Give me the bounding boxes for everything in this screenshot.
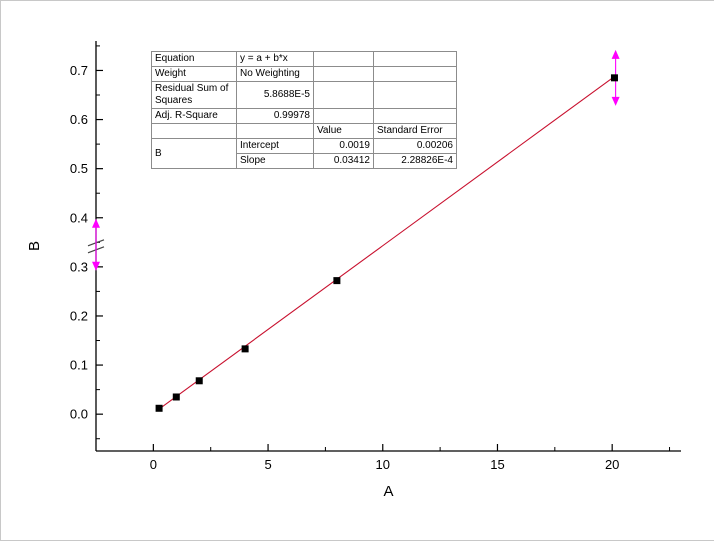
rss-value: 5.8688E-5 [236,81,314,109]
data-point [610,74,618,82]
stats-cell-empty [151,123,237,139]
stats-cell-empty [313,81,374,109]
down-arrow-icon [611,96,620,106]
y-tick-label: 0.4 [70,210,88,225]
data-point [241,345,249,353]
rss-label: Residual Sum of Squares [151,81,237,109]
slope-label: Slope [236,153,314,169]
x-tick-label: 5 [264,457,271,472]
linear-fit-line [158,75,616,410]
value-header: Value [313,123,374,139]
fit-stats-table: Equation y = a + b*x Weight No Weighting… [151,51,457,169]
x-axis-label: A [383,483,393,500]
data-point [172,393,180,401]
y-tick-label: 0.7 [70,63,88,78]
stats-cell-empty [313,66,374,82]
x-tick-label: 0 [150,457,157,472]
adjr-value: 0.99978 [236,108,314,124]
data-point [333,277,341,285]
stats-cell-empty [313,108,374,124]
y-tick-label: 0.5 [70,161,88,176]
stats-cell-empty [373,81,457,109]
series-label: B [151,138,237,169]
y-axis-label: B [26,241,43,251]
stats-cell-empty [373,51,457,67]
y-tick-label: 0.2 [70,308,88,323]
stats-cell-empty [313,51,374,67]
stats-row-equation: Equation y = a + b*x [151,51,457,67]
stats-row-rss: Residual Sum of Squares 5.8688E-5 [151,81,457,109]
stats-row-headers: Value Standard Error [151,123,457,139]
slope-stderr: 2.28826E-4 [373,153,457,169]
y-tick-label: 0.0 [70,407,88,422]
stats-cell-empty [236,123,314,139]
equation-value: y = a + b*x [236,51,314,67]
intercept-label: Intercept [236,138,314,154]
slope-value: 0.03412 [313,153,374,169]
adjr-label: Adj. R-Square [151,108,237,124]
down-arrow-icon [92,261,100,271]
data-point [195,377,203,385]
stderr-header: Standard Error [373,123,457,139]
data-point [155,404,163,412]
x-tick-label: 20 [605,457,619,472]
intercept-value: 0.0019 [313,138,374,154]
up-arrow-icon [611,49,620,59]
stats-row-intercept: B Intercept 0.0019 0.00206 [151,138,457,169]
stats-row-slope: Slope 0.03412 2.28826E-4 [152,153,457,169]
weight-value: No Weighting [236,66,314,82]
equation-label: Equation [151,51,237,67]
x-tick-label: 10 [376,457,390,472]
y-tick-label: 0.6 [70,112,88,127]
weight-label: Weight [151,66,237,82]
stats-cell-empty [373,66,457,82]
y-tick-label: 0.3 [70,259,88,274]
intercept-stderr: 0.00206 [373,138,457,154]
stats-row-adj-r-square: Adj. R-Square 0.99978 [151,108,457,124]
stats-cell-empty [373,108,457,124]
x-tick-label: 15 [490,457,504,472]
up-arrow-icon [92,218,100,228]
stats-row-weight: Weight No Weighting [151,66,457,82]
y-tick-label: 0.1 [70,358,88,373]
